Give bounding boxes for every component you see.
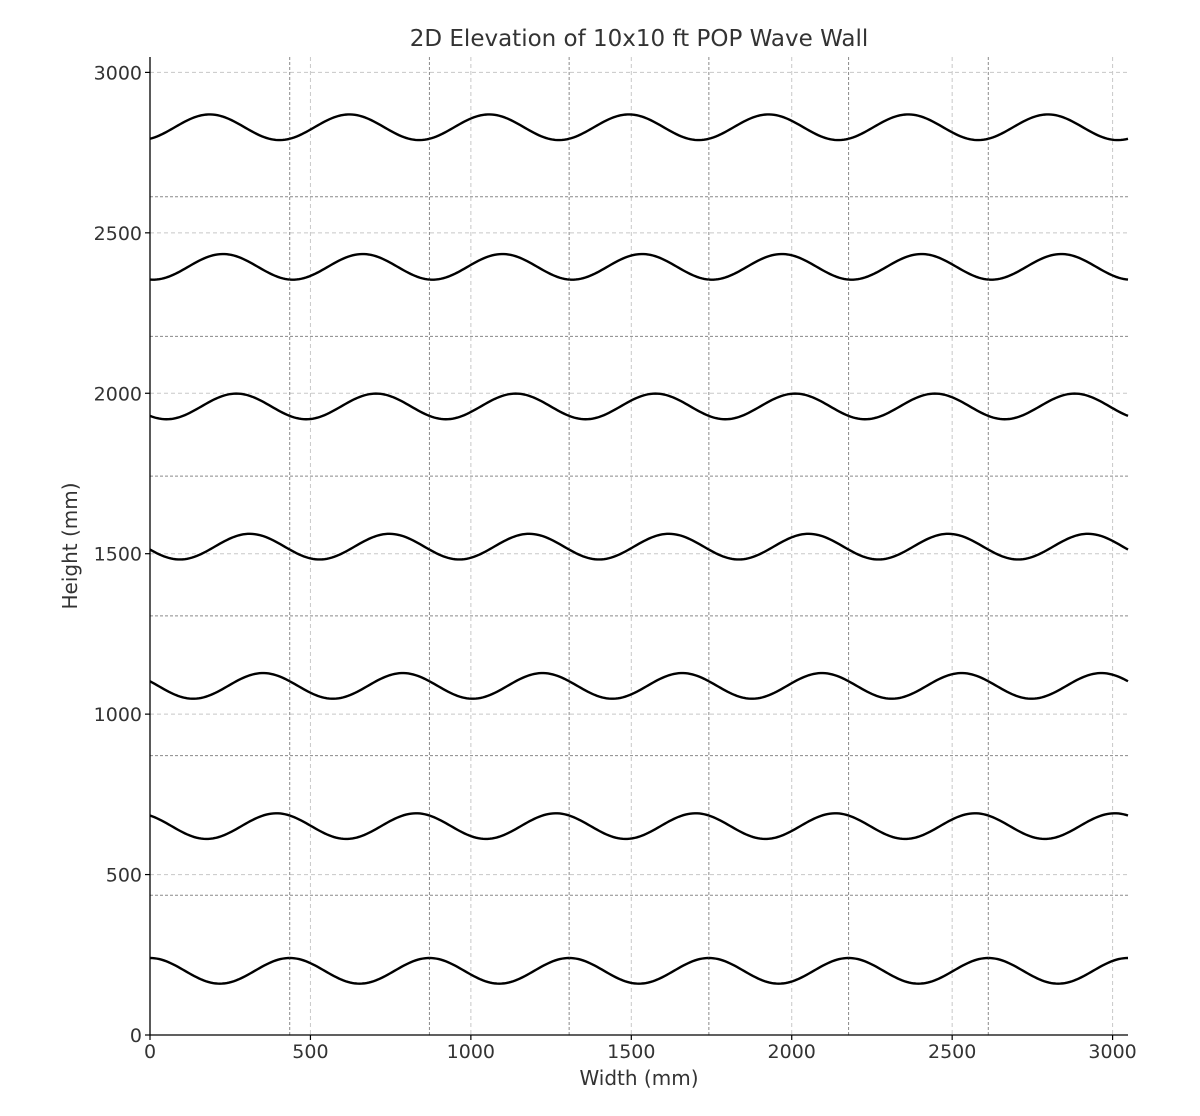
wave-curve: [847, 671, 989, 700]
x-tick-label: 500: [292, 1041, 328, 1063]
wave-curve: [149, 532, 291, 561]
y-tick-label: 2000: [94, 383, 142, 405]
y-tick-label: 1000: [94, 704, 142, 726]
x-tick-label: 2000: [768, 1041, 816, 1063]
x-axis-label: Width (mm): [579, 1066, 698, 1090]
x-tick-label: 2500: [928, 1041, 976, 1063]
x-tick-label: 3000: [1088, 1041, 1136, 1063]
wave-curve: [429, 392, 570, 421]
wave-curve: [987, 113, 1129, 142]
wave-curve: [568, 812, 710, 841]
wave-curve: [848, 113, 989, 142]
wave-curve: [988, 956, 1129, 985]
wave-curve: [149, 671, 291, 700]
wave-curve: [708, 532, 850, 561]
wave-curve: [289, 812, 430, 841]
wave-curve: [569, 956, 709, 985]
wave-curve: [428, 532, 570, 561]
wave-curve: [429, 812, 570, 841]
chart-title: 2D Elevation of 10x10 ft POP Wave Wall: [410, 26, 869, 52]
axes-layer: [149, 57, 1128, 1036]
wave-curve: [987, 532, 1129, 561]
y-tick-label: 500: [106, 865, 142, 887]
wave-curve: [149, 812, 291, 841]
grid-layer: [150, 57, 1128, 1035]
wave-curve: [569, 252, 709, 281]
y-tick-label: 3000: [94, 62, 142, 84]
wave-curve: [289, 671, 430, 700]
wave-curve: [429, 113, 570, 142]
wave-curve: [428, 671, 570, 700]
wave-curve: [568, 113, 710, 142]
wave-curve: [848, 956, 989, 985]
wave-curve: [708, 956, 849, 985]
wave-curve: [847, 532, 989, 561]
wave-curve: [568, 532, 710, 561]
wave-curve: [708, 252, 849, 281]
wave-curve: [289, 392, 430, 421]
wave-curve: [429, 956, 570, 985]
wave-curve: [848, 812, 989, 841]
wave-curve: [429, 252, 570, 281]
x-tick-label: 1500: [607, 1041, 655, 1063]
wave-curve: [708, 113, 849, 142]
y-tick-label: 1500: [94, 544, 142, 566]
wave-curve: [149, 392, 291, 421]
wave-curve: [568, 392, 710, 421]
wave-curve: [988, 252, 1129, 281]
wave-curve: [568, 671, 710, 700]
wave-curve: [848, 252, 989, 281]
panel-boundary-layer: [150, 57, 1128, 1035]
wave-curve: [708, 812, 849, 841]
wave-curve: [149, 252, 290, 281]
wave-curve: [987, 671, 1129, 700]
wave-curve: [289, 956, 430, 985]
wave-layer: [149, 113, 1129, 985]
x-tick-label: 1000: [447, 1041, 495, 1063]
wave-curve: [149, 113, 290, 142]
wave-curve: [987, 392, 1129, 421]
wave-curve: [289, 532, 431, 561]
y-axis-label: Height (mm): [58, 482, 82, 609]
wave-curve: [289, 113, 430, 142]
tick-layer: 0 500 1000 1500 2000 2500 3000 0 500 1000 1500 2000…: [94, 62, 1137, 1063]
wave-curve: [987, 812, 1129, 841]
x-tick-label: 0: [144, 1041, 156, 1063]
wave-curve: [149, 956, 290, 985]
wave-curve: [289, 252, 430, 281]
y-tick-label: 0: [130, 1025, 142, 1047]
wave-curve: [848, 392, 989, 421]
wave-curve: [708, 671, 850, 700]
y-tick-label: 2500: [94, 223, 142, 245]
wave-curve: [708, 392, 850, 421]
